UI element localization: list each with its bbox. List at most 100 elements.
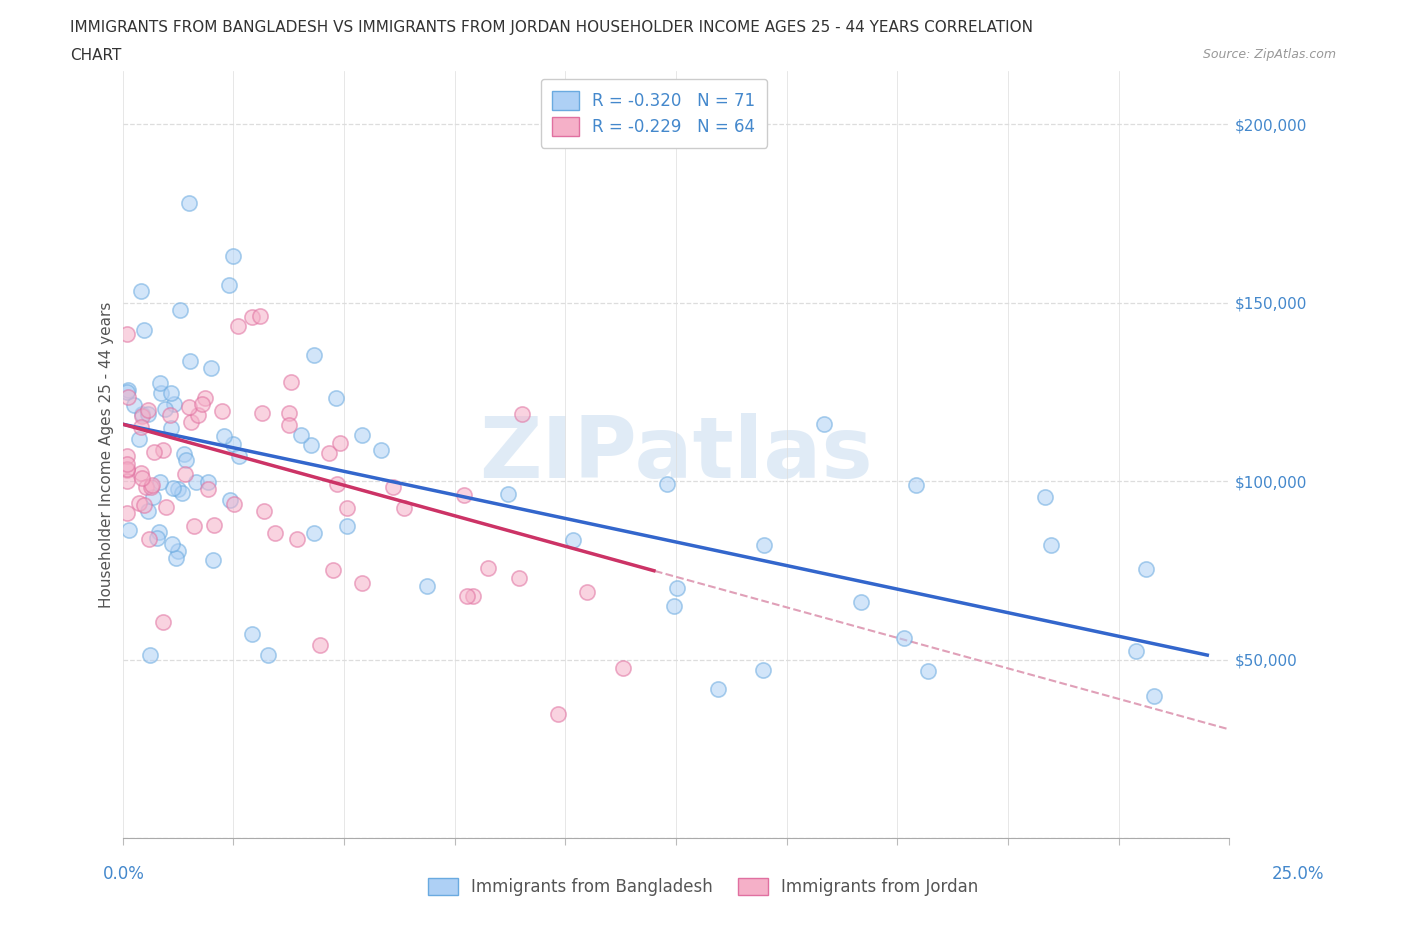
Point <box>250 405 273 420</box>
Point <box>309 638 332 653</box>
Point <box>152 615 174 630</box>
Point <box>496 486 519 501</box>
Point <box>200 361 222 376</box>
Point <box>115 384 138 399</box>
Point <box>134 498 156 512</box>
Point <box>222 497 245 512</box>
Point <box>187 408 209 423</box>
Point <box>155 500 177 515</box>
Point <box>370 443 392 458</box>
Point <box>122 397 145 412</box>
Point <box>183 518 205 533</box>
Point <box>117 390 139 405</box>
Point <box>212 429 235 444</box>
Y-axis label: Householder Income Ages 25 - 44 years: Householder Income Ages 25 - 44 years <box>100 301 114 607</box>
Point <box>416 578 439 593</box>
Point <box>115 326 138 341</box>
Point <box>461 589 484 604</box>
Point <box>115 462 138 477</box>
Point <box>160 536 183 551</box>
Point <box>350 428 373 443</box>
Point <box>129 465 152 480</box>
Point <box>162 481 184 496</box>
Point <box>136 503 159 518</box>
Point <box>139 479 162 494</box>
Point <box>322 562 344 577</box>
Point <box>510 406 533 421</box>
Point <box>159 386 181 401</box>
Point <box>146 530 169 545</box>
Point <box>278 418 301 432</box>
Point <box>751 662 773 677</box>
Point <box>149 385 172 400</box>
Point <box>655 477 678 492</box>
Point <box>169 302 191 317</box>
Point <box>138 406 160 421</box>
Point <box>1039 538 1062 552</box>
Point <box>170 485 193 500</box>
Point <box>211 404 233 418</box>
Point <box>851 595 873 610</box>
Text: ZIPatlas: ZIPatlas <box>479 413 873 496</box>
Point <box>893 631 915 645</box>
Text: CHART: CHART <box>70 48 122 63</box>
Point <box>149 376 172 391</box>
Point <box>152 443 174 458</box>
Text: Source: ZipAtlas.com: Source: ZipAtlas.com <box>1202 48 1336 61</box>
Point <box>118 523 141 538</box>
Point <box>115 448 138 463</box>
Point <box>1125 644 1147 658</box>
Point <box>1033 489 1056 504</box>
Text: 0.0%: 0.0% <box>103 865 145 884</box>
Point <box>174 453 197 468</box>
Point <box>752 538 775 552</box>
Point <box>226 318 249 333</box>
Point <box>575 585 598 600</box>
Point <box>163 397 186 412</box>
Point <box>142 489 165 504</box>
Point <box>115 462 138 477</box>
Point <box>128 432 150 446</box>
Point <box>813 417 835 432</box>
Point <box>302 526 325 541</box>
Point <box>666 580 689 595</box>
Point <box>256 647 278 662</box>
Point <box>174 467 197 482</box>
Point <box>508 570 530 585</box>
Point <box>329 435 352 450</box>
Point <box>194 391 217 405</box>
Point <box>228 448 250 463</box>
Point <box>381 480 404 495</box>
Point <box>547 707 569 722</box>
Point <box>179 353 201 368</box>
Text: IMMIGRANTS FROM BANGLADESH VS IMMIGRANTS FROM JORDAN HOUSEHOLDER INCOME AGES 25 : IMMIGRANTS FROM BANGLADESH VS IMMIGRANTS… <box>70 20 1033 35</box>
Point <box>392 500 415 515</box>
Point <box>148 525 170 540</box>
Point <box>350 576 373 591</box>
Point <box>707 682 730 697</box>
Point <box>325 391 347 405</box>
Point <box>131 471 153 485</box>
Point <box>180 415 202 430</box>
Point <box>159 408 181 423</box>
Point <box>277 405 299 420</box>
Point <box>202 552 225 567</box>
Point <box>219 493 242 508</box>
Point <box>129 284 152 299</box>
Point <box>197 475 219 490</box>
Point <box>136 403 159 418</box>
Point <box>240 310 263 325</box>
Legend: Immigrants from Bangladesh, Immigrants from Jordan: Immigrants from Bangladesh, Immigrants f… <box>420 871 986 903</box>
Point <box>141 477 163 492</box>
Point <box>905 478 928 493</box>
Point <box>662 599 685 614</box>
Point <box>115 505 138 520</box>
Point <box>222 436 245 451</box>
Point <box>128 495 150 510</box>
Point <box>131 420 153 435</box>
Point <box>177 195 200 210</box>
Point <box>153 402 176 417</box>
Point <box>117 383 139 398</box>
Point <box>612 660 634 675</box>
Point <box>1143 688 1166 703</box>
